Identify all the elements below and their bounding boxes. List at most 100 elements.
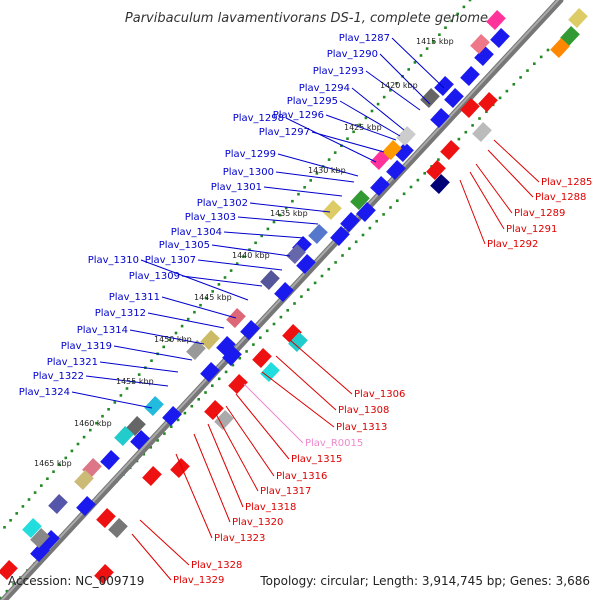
gene-feature (486, 10, 506, 30)
tick-dot (205, 297, 208, 300)
leader-plav-1315 (235, 393, 290, 460)
tick-dot (291, 199, 294, 203)
kbp-label-1450-kbp: 1450 kbp (154, 335, 192, 344)
tick-dot (286, 309, 289, 312)
gene-feature (142, 466, 162, 486)
gene-feature (370, 176, 390, 196)
tick-dot (252, 343, 255, 346)
gene-feature (356, 202, 376, 222)
gene-feature (162, 406, 182, 426)
tick-dot (309, 179, 312, 182)
tick-dot (419, 54, 423, 57)
tick-dot (266, 227, 270, 231)
gene-label-plav-1306: Plav_1306 (354, 389, 405, 400)
tick-dot (162, 345, 165, 349)
gene-feature (30, 542, 50, 562)
tick-dot (431, 40, 435, 43)
gene-label-plav-1304: Plav_1304 (171, 227, 222, 238)
tick-dot (27, 498, 31, 501)
gene-feature (420, 88, 440, 108)
tick-dot (425, 47, 429, 50)
tick-dot (346, 137, 349, 140)
gene-label-plav-1294: Plav_1294 (299, 83, 350, 94)
tick-dot (272, 322, 276, 326)
leader-plav-1316 (225, 405, 275, 477)
gene-label-plav-1305: Plav_1305 (159, 240, 210, 251)
tick-dot (382, 213, 385, 216)
tick-dot (199, 303, 202, 307)
leader-plav-1292 (459, 179, 486, 245)
kbp-label-1460-kbp: 1460 kbp (74, 419, 112, 428)
leader-plav-1288 (487, 149, 534, 198)
tick-dot (15, 512, 18, 515)
tick-dot (315, 172, 319, 175)
kbp-label-1420-kbp: 1420 kbp (380, 81, 418, 90)
leader-plav-1311 (161, 296, 237, 319)
leader-plav-1322 (85, 375, 169, 387)
tick-dot (462, 5, 466, 9)
gene-feature (434, 76, 454, 96)
tick-dot (46, 477, 49, 480)
tick-dot (409, 185, 413, 189)
gene-feature (252, 348, 272, 368)
tick-dot (402, 192, 406, 196)
tick-dot (300, 295, 303, 298)
tick-dot (125, 387, 129, 390)
gene-label-plav-1315: Plav_1315 (291, 454, 342, 465)
tick-dot (341, 254, 344, 257)
gene-feature (382, 140, 402, 160)
gene-feature (296, 254, 316, 274)
gene-label-plav-1303: Plav_1303 (185, 212, 236, 223)
gene-feature (550, 38, 570, 58)
tick-dot (413, 61, 417, 64)
kbp-label-1455-kbp: 1455 kbp (116, 377, 154, 386)
kbp-scale-labels: 1415 kbp 1420 kbp 1425 kbp 1430 kbp 1435 kbp… (34, 37, 454, 468)
tick-dot (278, 213, 282, 217)
kbp-label-1425-kbp: 1425 kbp (344, 123, 382, 132)
leader-plav-1319 (113, 345, 193, 361)
gene-feature (108, 518, 128, 538)
gene-label-plav-1317: Plav_1317 (260, 486, 311, 497)
leader-plav-1324 (71, 391, 153, 409)
tick-dot (352, 130, 355, 134)
gene-feature (216, 336, 236, 356)
gene-feature (560, 26, 580, 46)
tick-dot (505, 89, 509, 93)
tick-dot (231, 363, 235, 367)
gene-feature (396, 126, 416, 146)
gene-label-plav-1288: Plav_1288 (535, 192, 586, 203)
gene-label-plav-1295: Plav_1295 (287, 96, 338, 107)
gene-feature (282, 324, 302, 344)
gene-label-plav-1320: Plav_1320 (232, 517, 283, 528)
leader-plav-1295 (339, 100, 401, 137)
kbp-label-1440-kbp: 1440 kbp (232, 251, 270, 260)
tick-dot (354, 240, 358, 244)
gene-feature (200, 362, 220, 382)
tick-dot (137, 373, 141, 376)
gene-feature (350, 190, 370, 210)
tick-dot (437, 158, 440, 161)
tick-dot (320, 274, 324, 278)
tick-dot (176, 418, 180, 422)
leader-plav-1320 (193, 433, 231, 523)
tick-dot (498, 96, 502, 100)
label-leader-lines (71, 37, 540, 581)
gene-label-plav-1313: Plav_1313 (336, 422, 387, 433)
leader-plav-1306 (289, 339, 353, 395)
gene-feature (186, 340, 206, 360)
gene-feature (0, 560, 18, 580)
tick-dot (485, 110, 488, 113)
gene-label-plav-1314: Plav_1314 (77, 325, 128, 336)
leader-plav-1290 (379, 53, 431, 105)
gene-feature (430, 174, 450, 194)
tick-dot (89, 428, 92, 432)
tick-dot (5, 589, 9, 593)
gene-feature (274, 282, 294, 302)
tick-dot (64, 456, 68, 460)
gene-feature (286, 244, 306, 264)
gene-feature (204, 400, 224, 420)
gene-feature (100, 450, 120, 470)
gene-label-plav-1309: Plav_1309 (129, 271, 180, 282)
gene-feature (126, 416, 146, 436)
